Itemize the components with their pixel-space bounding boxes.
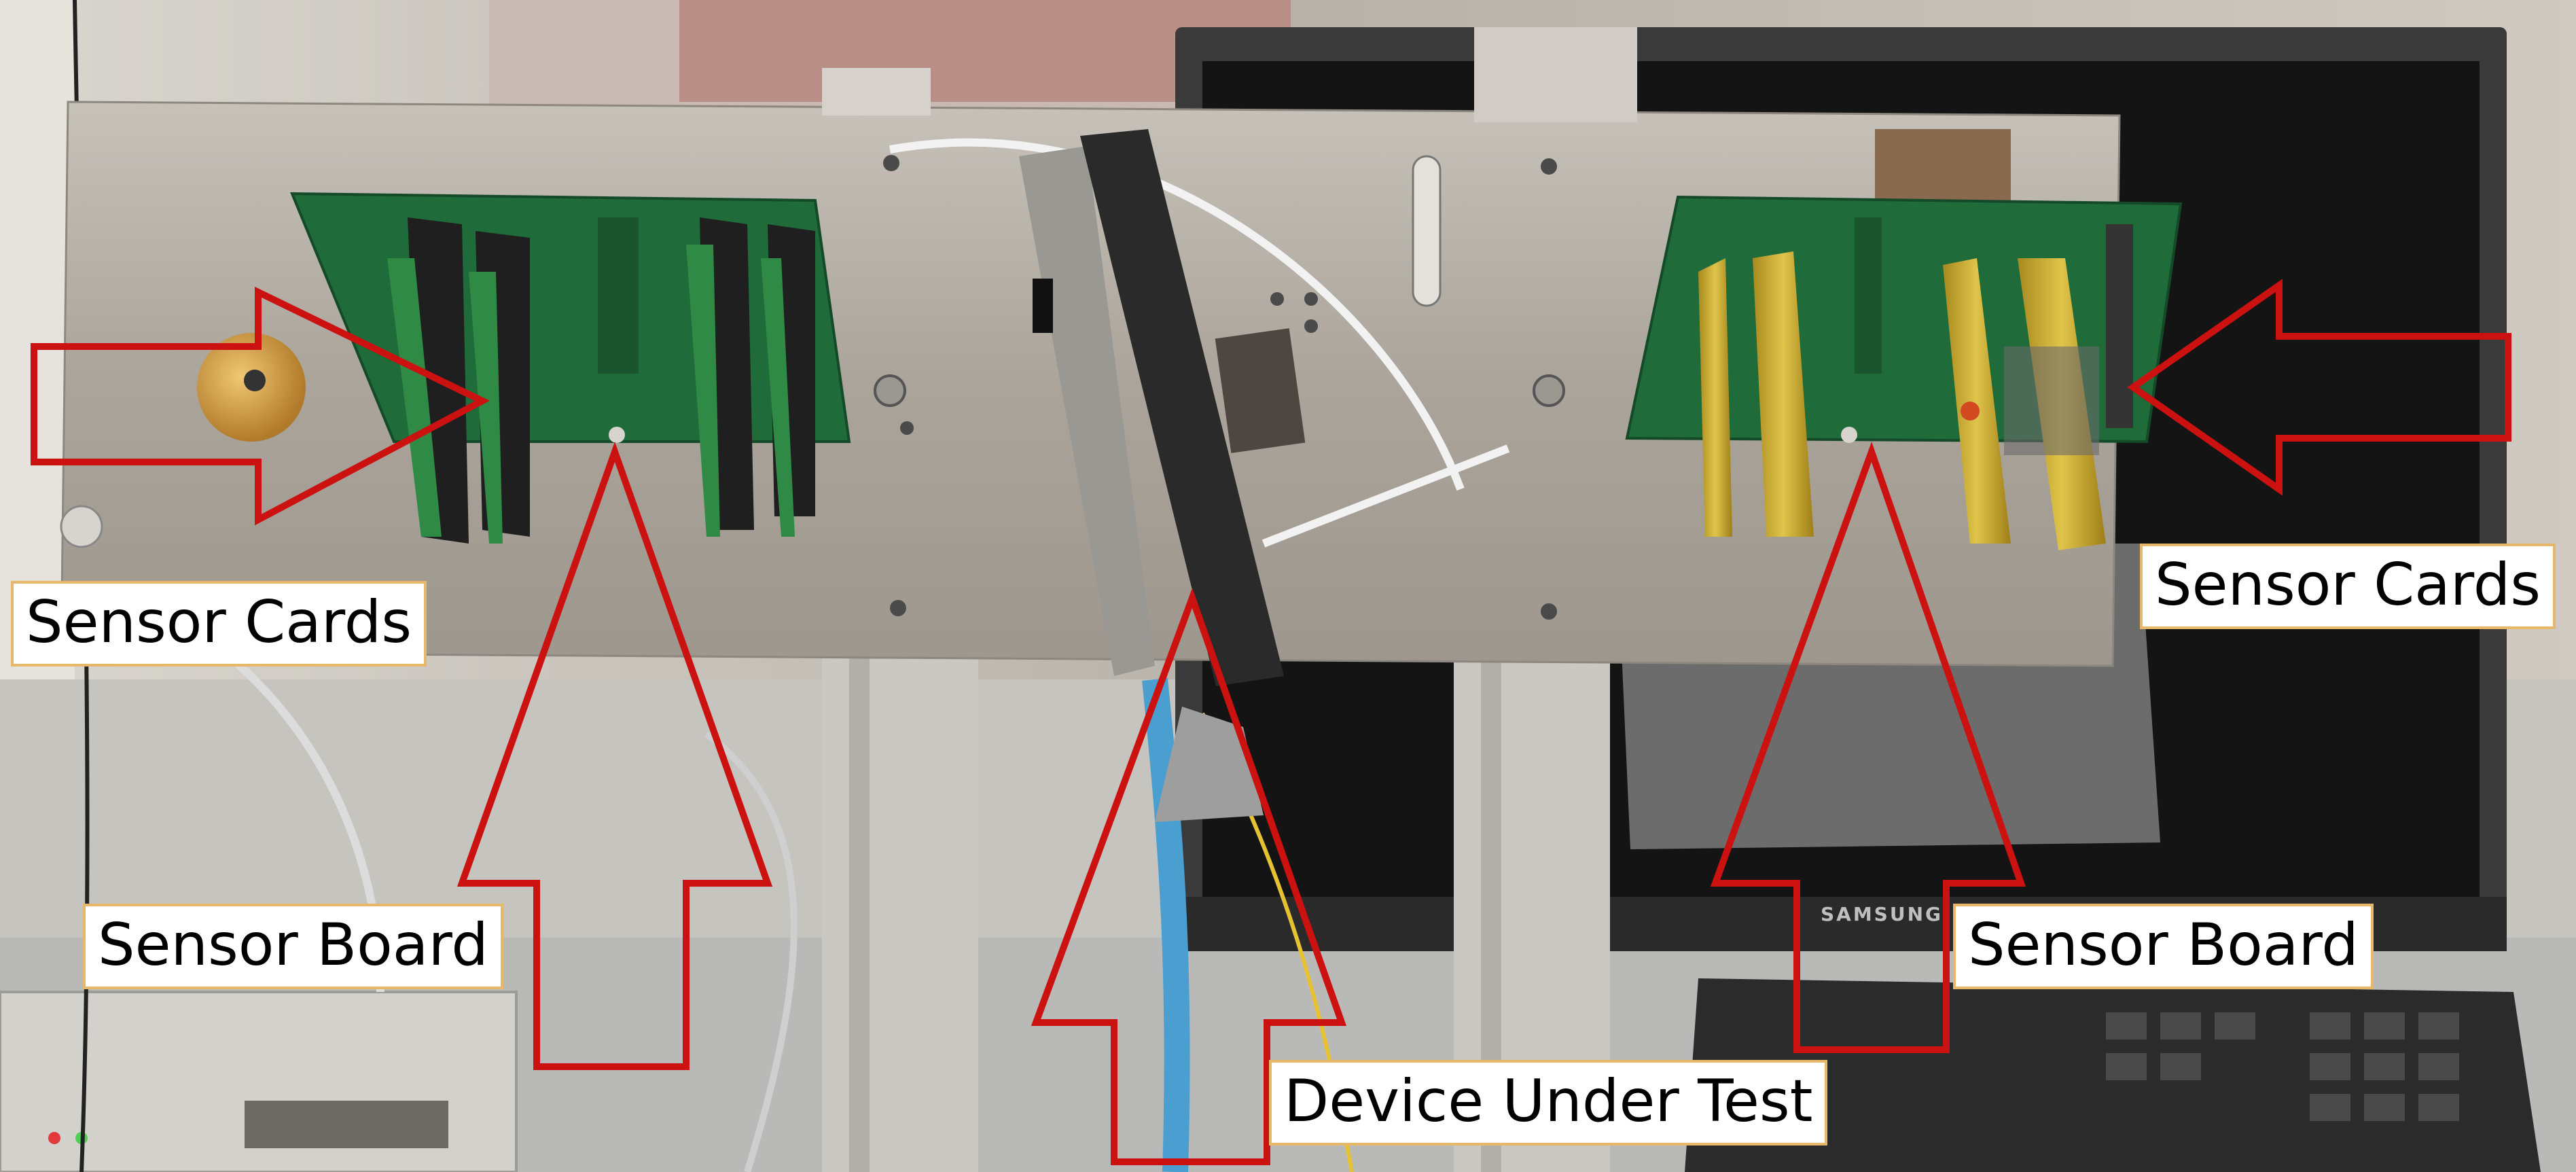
label-device-under-test: Device Under Test xyxy=(1269,1060,1828,1146)
instrument-box xyxy=(0,991,518,1172)
arrow-sensor-cards-left xyxy=(31,287,490,526)
annotation-arrows xyxy=(31,279,2511,1165)
arrow-device-under-test xyxy=(1031,588,1347,1165)
arrow-sensor-board-left xyxy=(457,442,773,1070)
device-under-test xyxy=(1019,129,1306,822)
red-led xyxy=(48,1132,60,1144)
left-sensor-board xyxy=(289,192,851,544)
right-sensor-board xyxy=(1625,195,2183,550)
copper-block xyxy=(1875,129,2011,204)
right-sensor-cards xyxy=(1698,251,2106,550)
left-sensor-cards xyxy=(387,217,815,544)
label-sensor-board-right: Sensor Board xyxy=(1953,904,2374,989)
label-sensor-board-left: Sensor Board xyxy=(83,904,503,989)
monitor-brand: SAMSUNG xyxy=(1821,903,1943,925)
arrow-sensor-board-right xyxy=(1710,442,2026,1053)
arrow-sensor-cards-right xyxy=(2127,279,2511,496)
label-sensor-cards-right: Sensor Cards xyxy=(2140,544,2556,629)
label-sensor-cards-left: Sensor Cards xyxy=(11,581,427,667)
keyboard xyxy=(1685,978,2541,1172)
